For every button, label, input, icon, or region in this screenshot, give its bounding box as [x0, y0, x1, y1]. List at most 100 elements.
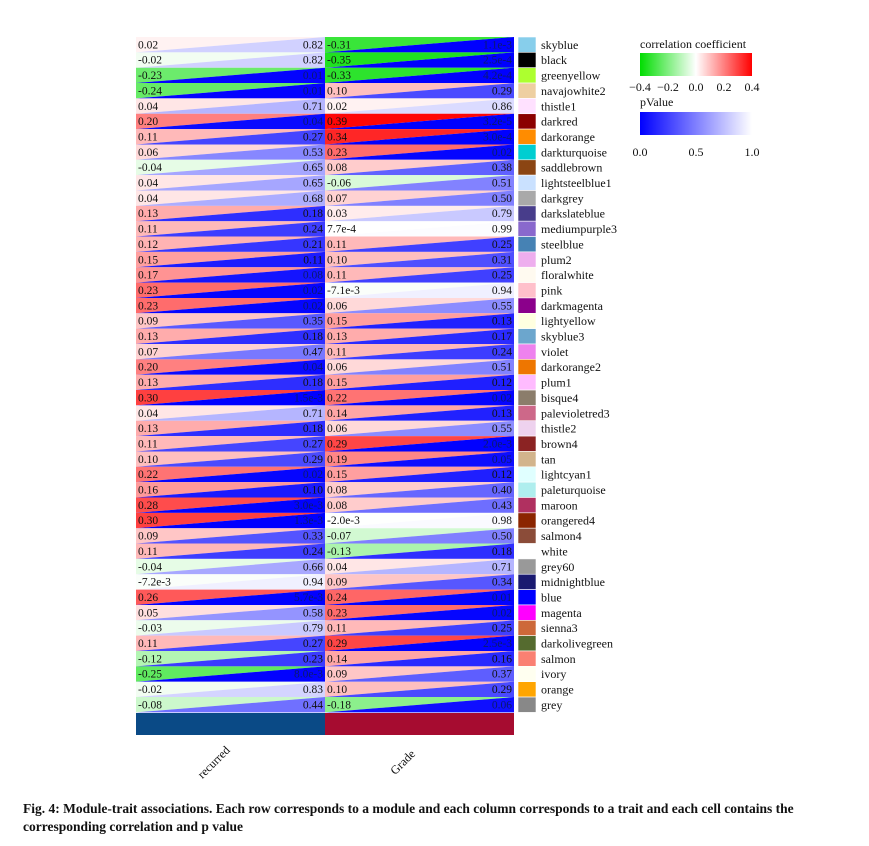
cell-correlation-label: 0.22 — [138, 469, 158, 481]
cell-pvalue-label: 0.65 — [303, 178, 323, 190]
cell-pvalue-label: 0.29 — [492, 85, 512, 97]
cell-pvalue-triangle — [136, 144, 325, 160]
cell-pvalue-triangle — [136, 451, 325, 467]
module-legend: skyblueblackgreenyellownavajowhite2thist… — [517, 36, 617, 713]
cell-correlation-label: 0.11 — [327, 239, 347, 251]
cell-correlation-triangle — [325, 313, 514, 329]
cell-pvalue-label: 0.71 — [303, 408, 323, 420]
cell-correlation-label: 0.17 — [138, 270, 158, 282]
cell-pvalue-triangle — [136, 52, 325, 68]
cell-correlation-triangle — [136, 405, 325, 421]
cell-correlation-label: 0.11 — [138, 224, 158, 236]
cell-correlation-label: -7.2e-3 — [138, 577, 171, 589]
cell-correlation-label: 0.29 — [327, 638, 347, 650]
cell-pvalue-label: 0.25 — [492, 270, 512, 282]
cell-correlation-label: 0.13 — [138, 331, 158, 343]
module-color-swatch — [517, 681, 537, 698]
cell-correlation-label: 0.26 — [138, 592, 158, 604]
cell-correlation-triangle — [325, 666, 514, 682]
cell-pvalue-triangle — [325, 52, 514, 68]
cell-pvalue-label: 2.5e-4 — [483, 55, 512, 67]
cell-pvalue-triangle — [325, 420, 514, 437]
cell-pvalue-triangle — [325, 67, 514, 84]
module-name-label: magenta — [541, 606, 582, 620]
cell-correlation-triangle — [325, 390, 514, 406]
cell-correlation-label: 0.15 — [327, 377, 347, 389]
cell-pvalue-label: 0.29 — [303, 454, 323, 466]
module-name-label: tan — [541, 452, 556, 466]
cell-pvalue-triangle — [136, 129, 325, 145]
cell-pvalue-label: 0.50 — [492, 531, 512, 543]
module-color-swatch — [517, 144, 537, 161]
module-color-swatch — [517, 635, 537, 652]
cell-correlation-label: 0.10 — [138, 454, 158, 466]
cell-pvalue-triangle — [136, 313, 325, 329]
cell-correlation-label: 0.11 — [138, 546, 158, 558]
cell-correlation-label: -0.04 — [138, 561, 162, 573]
cell-correlation-label: 0.23 — [138, 285, 158, 297]
cell-pvalue-triangle — [325, 37, 514, 53]
cell-pvalue-triangle — [136, 558, 325, 575]
cell-pvalue-label: 0.51 — [492, 178, 512, 190]
cell-pvalue-label: 0.02 — [303, 285, 323, 297]
cell-correlation-label: 0.15 — [327, 469, 347, 481]
module-color-swatch — [517, 266, 537, 283]
cell-correlation-triangle — [325, 436, 514, 452]
cell-pvalue-label: 0.02 — [303, 469, 323, 481]
module-name-label: lightyellow — [541, 314, 596, 328]
cell-correlation-label: -0.31 — [327, 39, 351, 51]
cell-pvalue-label: 4.2e-4 — [483, 70, 512, 82]
module-name-label: blue — [541, 590, 562, 604]
module-name-label: darkturquoise — [541, 145, 607, 159]
cell-correlation-triangle — [136, 83, 325, 99]
module-color-swatch — [517, 696, 537, 713]
cell-pvalue-label: 0.17 — [492, 331, 512, 343]
module-name-label: white — [541, 544, 568, 558]
cell-correlation-label: 0.09 — [327, 577, 347, 589]
cell-pvalue-label: 0.27 — [303, 438, 323, 450]
cell-pvalue-triangle — [325, 635, 514, 651]
module-name-label: orange — [541, 683, 574, 697]
cell-pvalue-label: 0.01 — [303, 70, 323, 82]
cell-correlation-label: 0.14 — [327, 408, 347, 420]
cell-correlation-label: 0.06 — [327, 300, 347, 312]
pvalue-legend-tick: 0.5 — [689, 145, 704, 159]
cell-correlation-label: 0.07 — [138, 346, 158, 358]
cell-pvalue-triangle — [325, 697, 514, 713]
cell-correlation-label: 0.30 — [138, 392, 158, 404]
cell-correlation-label: 0.11 — [327, 346, 347, 358]
module-color-swatch — [517, 359, 537, 376]
cell-correlation-label: 0.19 — [327, 454, 347, 466]
cell-correlation-triangle — [325, 420, 514, 437]
cell-correlation-label: 0.09 — [138, 531, 158, 543]
module-color-swatch — [517, 435, 537, 452]
cell-pvalue-triangle — [325, 374, 514, 391]
heatmap-cells — [136, 37, 514, 713]
cell-correlation-label: -0.33 — [327, 70, 351, 82]
cell-correlation-label: -2.0e-3 — [327, 515, 360, 527]
cell-correlation-label: 0.24 — [327, 592, 347, 604]
cell-pvalue-triangle — [325, 359, 514, 375]
module-color-swatch — [517, 343, 537, 360]
cell-correlation-label: 0.08 — [327, 485, 347, 497]
cell-correlation-triangle — [325, 282, 514, 298]
trait-label: recurred — [195, 743, 233, 781]
cell-correlation-triangle — [136, 620, 325, 636]
cell-correlation-label: 0.04 — [138, 178, 158, 190]
cell-pvalue-label: 0.02 — [303, 300, 323, 312]
cell-pvalue-label: 0.02 — [492, 392, 512, 404]
cell-pvalue-triangle — [136, 221, 325, 237]
cell-pvalue-triangle — [136, 574, 325, 590]
cell-correlation-label: 0.04 — [327, 561, 347, 573]
cell-labels: 0.02 0.82 -0.31 1.1e-3 -0.02 0.82 -0.35 2.5e-4 -… — [138, 39, 512, 711]
cell-pvalue-triangle — [325, 221, 514, 237]
cell-correlation-triangle — [136, 328, 325, 344]
cell-pvalue-triangle — [325, 512, 514, 529]
cell-correlation-triangle — [136, 543, 325, 559]
cell-pvalue-triangle — [136, 512, 325, 529]
cell-pvalue-label: 0.35 — [303, 316, 323, 328]
module-color-swatch — [517, 113, 537, 130]
cell-correlation-label: 0.04 — [138, 408, 158, 420]
cell-pvalue-label: 0.18 — [303, 423, 323, 435]
pvalue-legend-tick: 0.0 — [633, 145, 648, 159]
